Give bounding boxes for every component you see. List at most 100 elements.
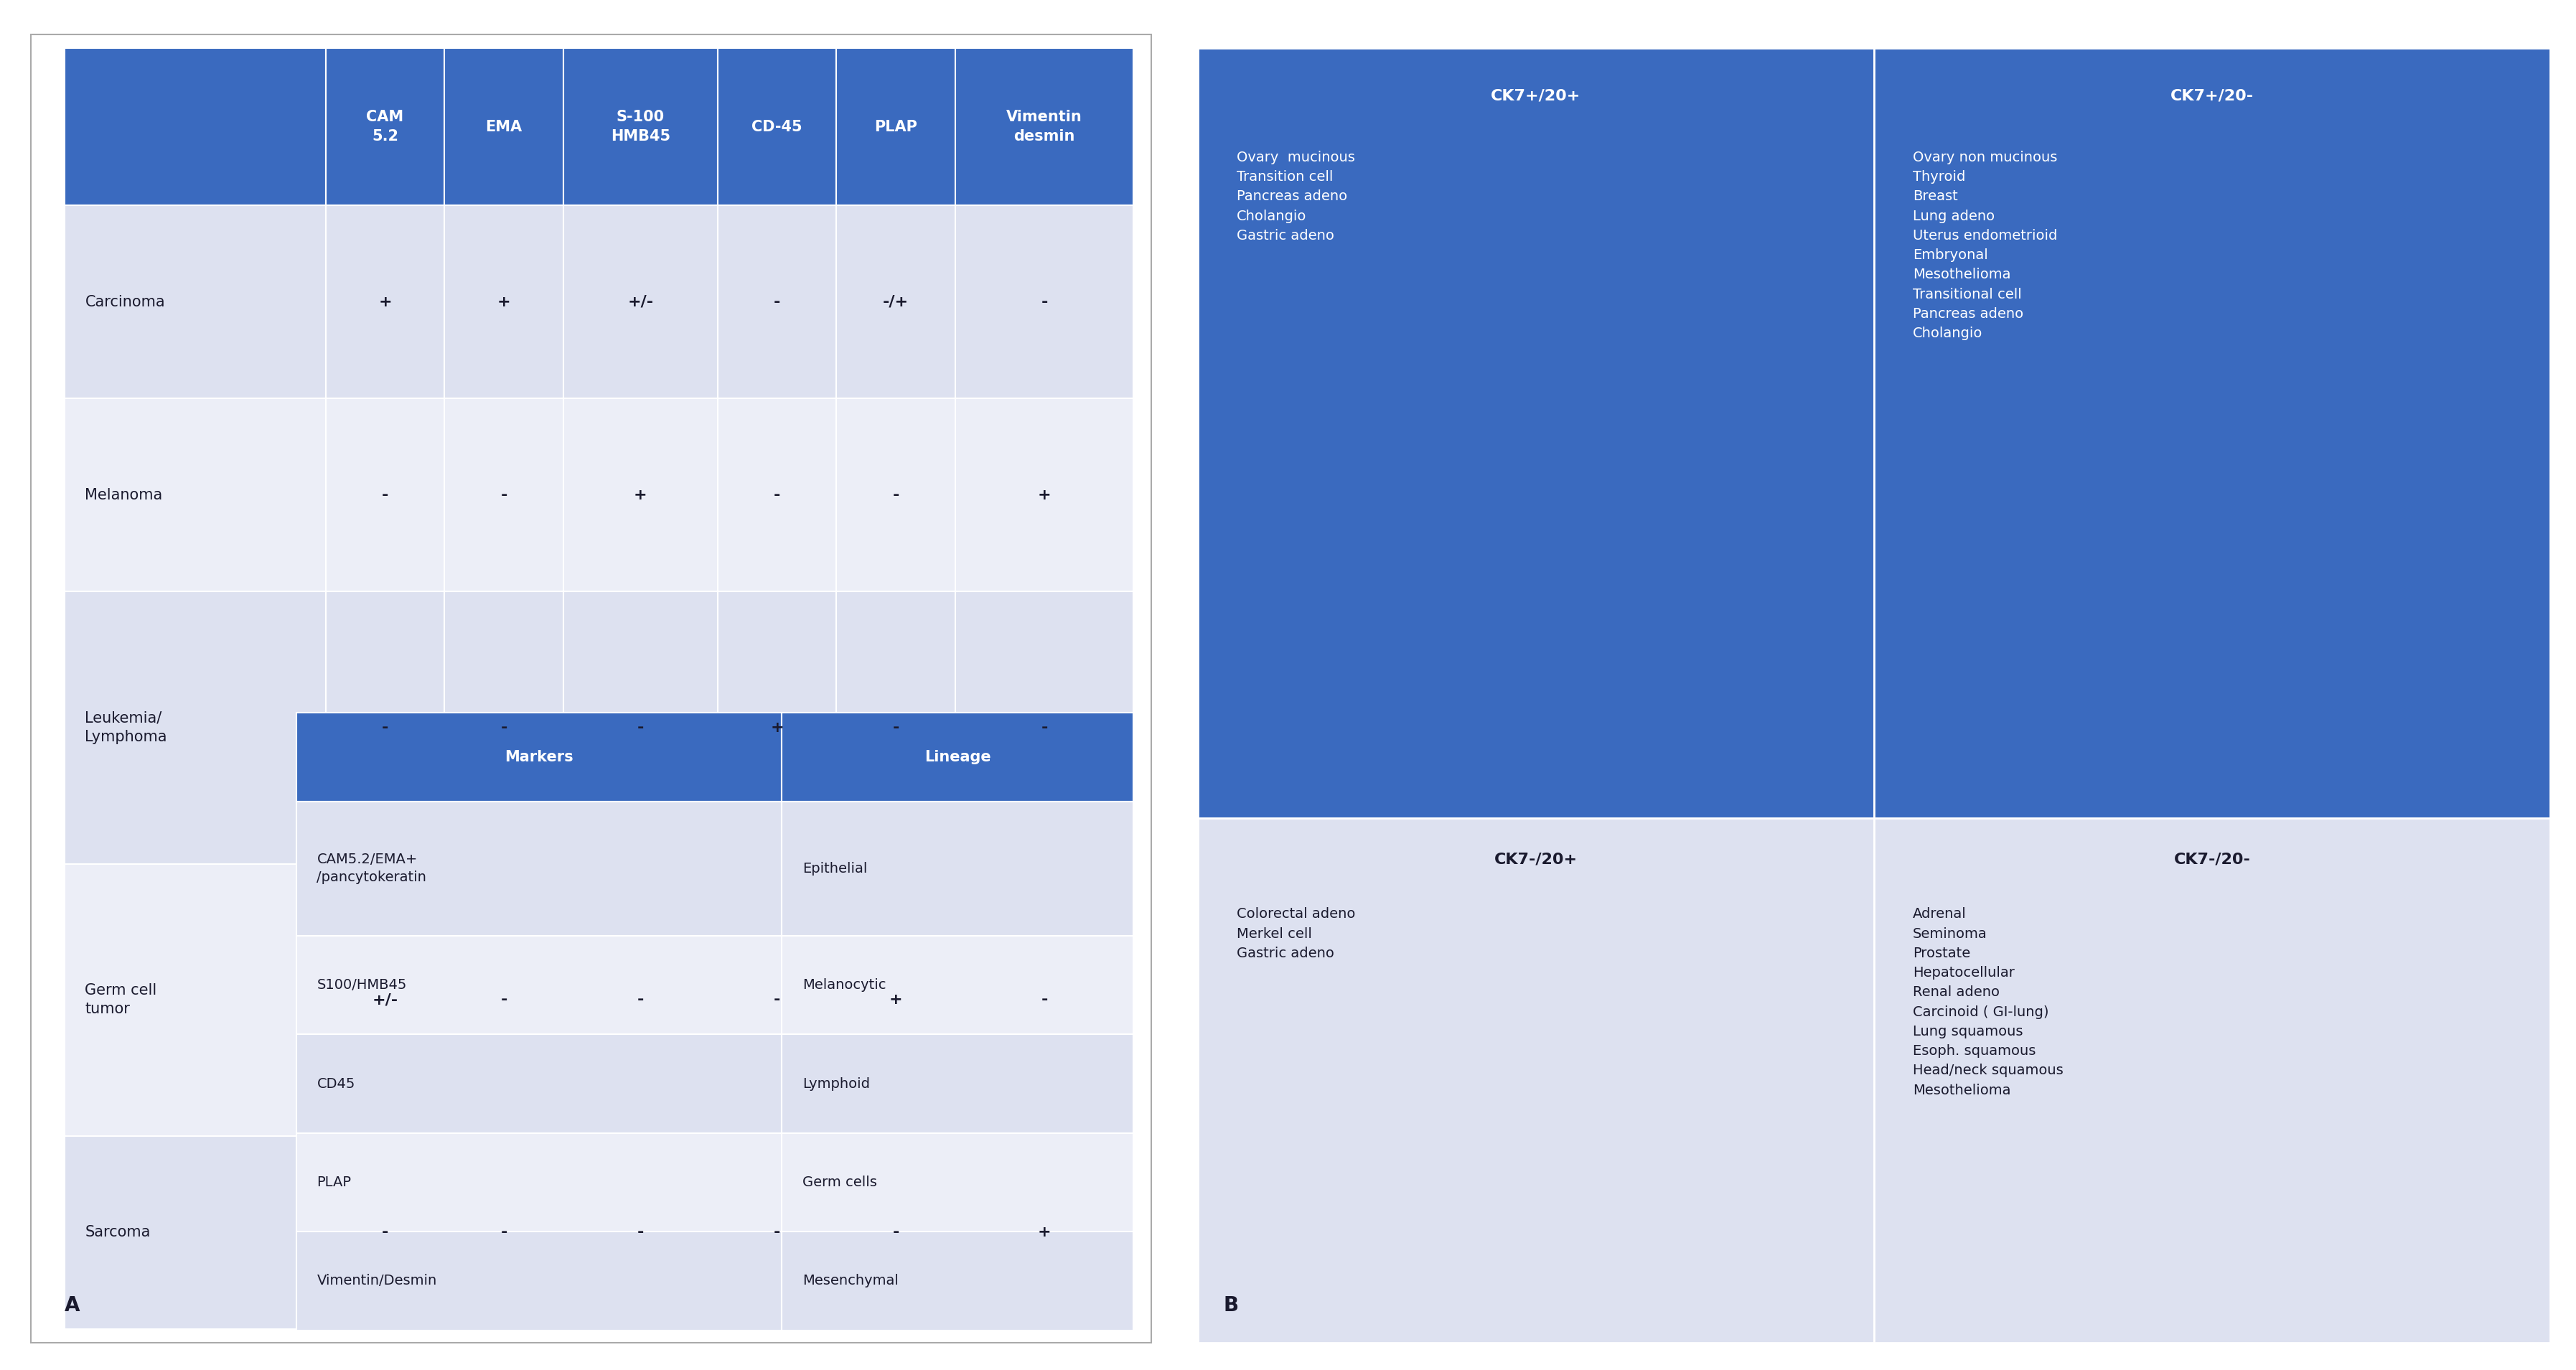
Text: -: - (636, 721, 644, 734)
FancyBboxPatch shape (325, 1136, 446, 1329)
Text: Adrenal
Seminoma
Prostate
Hepatocellular
Renal adeno
Carcinoid ( GI-lung)
Lung s: Adrenal Seminoma Prostate Hepatocellular… (1911, 907, 2063, 1097)
FancyBboxPatch shape (446, 48, 564, 206)
FancyBboxPatch shape (956, 48, 1133, 206)
Text: CD-45: CD-45 (752, 119, 804, 134)
Text: +: + (497, 295, 510, 310)
FancyBboxPatch shape (783, 801, 1133, 936)
FancyBboxPatch shape (1875, 818, 2550, 1343)
Text: -: - (500, 1225, 507, 1240)
Text: CAM
5.2: CAM 5.2 (366, 110, 404, 144)
Text: -: - (1041, 993, 1048, 1007)
Text: -: - (773, 295, 781, 310)
Text: -: - (381, 1225, 389, 1240)
FancyBboxPatch shape (719, 592, 837, 863)
Text: B: B (1224, 1295, 1239, 1315)
Text: +: + (1038, 1225, 1051, 1240)
FancyBboxPatch shape (446, 1136, 564, 1329)
Text: -: - (500, 993, 507, 1007)
Text: CAM5.2/EMA+
/pancytokeratin: CAM5.2/EMA+ /pancytokeratin (317, 852, 428, 885)
FancyBboxPatch shape (325, 48, 446, 206)
Text: -: - (500, 488, 507, 503)
Text: -: - (500, 721, 507, 734)
Text: CK7-/20-: CK7-/20- (2174, 852, 2251, 867)
Text: A: A (64, 1295, 80, 1315)
FancyBboxPatch shape (64, 592, 325, 863)
Text: Ovary non mucinous
Thyroid
Breast
Lung adeno
Uterus endometrioid
Embryonal
Mesot: Ovary non mucinous Thyroid Breast Lung a… (1911, 151, 2058, 340)
FancyBboxPatch shape (296, 801, 783, 936)
FancyBboxPatch shape (564, 1136, 719, 1329)
FancyBboxPatch shape (296, 936, 783, 1034)
Text: Mesenchymal: Mesenchymal (804, 1274, 899, 1288)
Text: Melanocytic: Melanocytic (804, 978, 886, 992)
FancyBboxPatch shape (719, 48, 837, 206)
Text: -: - (1041, 721, 1048, 734)
FancyBboxPatch shape (296, 1232, 783, 1330)
Text: Leukemia/
Lymphoma: Leukemia/ Lymphoma (85, 711, 167, 744)
FancyBboxPatch shape (446, 399, 564, 592)
FancyBboxPatch shape (564, 205, 719, 399)
FancyBboxPatch shape (446, 592, 564, 863)
Text: CD45: CD45 (317, 1077, 355, 1091)
FancyBboxPatch shape (296, 712, 783, 801)
Text: Vimentin/Desmin: Vimentin/Desmin (317, 1274, 438, 1288)
FancyBboxPatch shape (783, 1232, 1133, 1330)
FancyBboxPatch shape (64, 205, 325, 399)
Text: S100/HMB45: S100/HMB45 (317, 978, 407, 992)
Text: -: - (636, 1225, 644, 1240)
FancyBboxPatch shape (837, 592, 956, 863)
FancyBboxPatch shape (564, 48, 719, 206)
FancyBboxPatch shape (956, 1136, 1133, 1329)
FancyBboxPatch shape (446, 205, 564, 399)
FancyBboxPatch shape (64, 863, 325, 1136)
FancyBboxPatch shape (837, 399, 956, 592)
FancyBboxPatch shape (783, 1034, 1133, 1133)
Text: Sarcoma: Sarcoma (85, 1225, 149, 1240)
FancyBboxPatch shape (296, 1133, 783, 1232)
Text: CK7+/20+: CK7+/20+ (1492, 89, 1582, 103)
FancyBboxPatch shape (956, 592, 1133, 863)
FancyBboxPatch shape (837, 863, 956, 1136)
Text: -: - (891, 488, 899, 503)
Text: Epithelial: Epithelial (804, 862, 868, 875)
FancyBboxPatch shape (783, 712, 1133, 801)
FancyBboxPatch shape (446, 863, 564, 1136)
Text: -: - (773, 993, 781, 1007)
FancyBboxPatch shape (564, 863, 719, 1136)
Text: CK7-/20+: CK7-/20+ (1494, 852, 1577, 867)
FancyBboxPatch shape (956, 863, 1133, 1136)
Text: Vimentin
desmin: Vimentin desmin (1007, 110, 1082, 144)
FancyBboxPatch shape (1198, 48, 1875, 818)
Text: -: - (773, 488, 781, 503)
FancyBboxPatch shape (837, 1136, 956, 1329)
FancyBboxPatch shape (837, 48, 956, 206)
Text: -: - (773, 1225, 781, 1240)
Text: Colorectal adeno
Merkel cell
Gastric adeno: Colorectal adeno Merkel cell Gastric ade… (1236, 907, 1355, 960)
FancyBboxPatch shape (564, 399, 719, 592)
Text: PLAP: PLAP (317, 1175, 350, 1189)
FancyBboxPatch shape (956, 399, 1133, 592)
Text: EMA: EMA (484, 119, 523, 134)
FancyBboxPatch shape (719, 399, 837, 592)
FancyBboxPatch shape (296, 1034, 783, 1133)
FancyBboxPatch shape (64, 399, 325, 592)
Text: Lineage: Lineage (925, 749, 992, 764)
Text: Carcinoma: Carcinoma (85, 295, 165, 310)
Text: Ovary  mucinous
Transition cell
Pancreas adeno
Cholangio
Gastric adeno: Ovary mucinous Transition cell Pancreas … (1236, 151, 1355, 242)
FancyBboxPatch shape (325, 863, 446, 1136)
Text: +/-: +/- (629, 295, 654, 310)
Text: +: + (379, 295, 392, 310)
FancyBboxPatch shape (783, 1133, 1133, 1232)
Text: Lymphoid: Lymphoid (804, 1077, 871, 1091)
Text: -: - (1041, 295, 1048, 310)
FancyBboxPatch shape (719, 1136, 837, 1329)
Text: S-100
HMB45: S-100 HMB45 (611, 110, 670, 144)
Text: Germ cell
tumor: Germ cell tumor (85, 984, 157, 1017)
Text: Germ cells: Germ cells (804, 1175, 876, 1189)
Text: +: + (889, 993, 902, 1007)
FancyBboxPatch shape (956, 205, 1133, 399)
Text: +: + (1038, 488, 1051, 503)
Text: CK7+/20-: CK7+/20- (2172, 89, 2254, 103)
Text: -: - (636, 993, 644, 1007)
Text: -: - (891, 721, 899, 734)
Text: PLAP: PLAP (873, 119, 917, 134)
